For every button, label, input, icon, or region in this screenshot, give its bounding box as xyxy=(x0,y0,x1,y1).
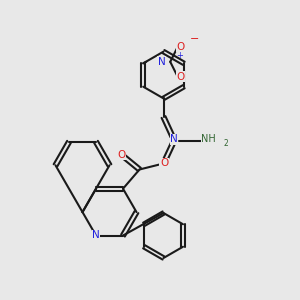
Text: N: N xyxy=(92,230,100,241)
Text: O: O xyxy=(117,149,126,160)
Text: N: N xyxy=(158,57,166,67)
Text: −: − xyxy=(190,34,199,44)
Text: 2: 2 xyxy=(223,139,228,148)
Text: N: N xyxy=(170,134,178,145)
Text: +: + xyxy=(176,51,183,60)
Text: NH: NH xyxy=(201,134,216,145)
Text: O: O xyxy=(177,42,185,52)
Text: O: O xyxy=(160,158,168,169)
Text: O: O xyxy=(177,72,185,82)
